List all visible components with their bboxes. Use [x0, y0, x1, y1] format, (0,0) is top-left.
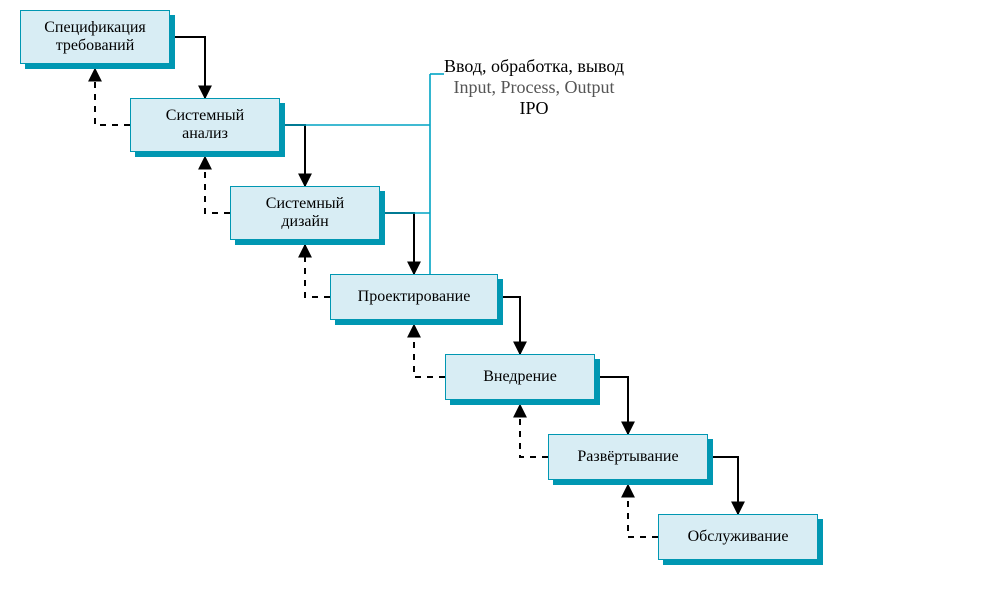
node-deploy: Развёртывание — [548, 434, 708, 480]
node-label: Спецификация требований — [44, 19, 146, 56]
node-label: Системный дизайн — [266, 195, 344, 232]
edge — [170, 37, 205, 98]
node-face: Проектирование — [330, 274, 498, 320]
node-analysis: Системный анализ — [130, 98, 280, 152]
annotation-line: Ввод, обработка, вывод — [444, 56, 624, 77]
annotation-line: Input, Process, Output — [444, 77, 624, 98]
edge — [414, 325, 445, 377]
node-label: Системный анализ — [166, 107, 244, 144]
node-project: Проектирование — [330, 274, 498, 320]
edge — [305, 245, 330, 297]
node-spec: Спецификация требований — [20, 10, 170, 64]
edge — [380, 213, 414, 274]
node-face: Обслуживание — [658, 514, 818, 560]
edge — [520, 405, 548, 457]
node-face: Внедрение — [445, 354, 595, 400]
node-face: Системный анализ — [130, 98, 280, 152]
node-face: Развёртывание — [548, 434, 708, 480]
edge — [205, 157, 230, 213]
node-face: Системный дизайн — [230, 186, 380, 240]
node-maint: Обслуживание — [658, 514, 818, 560]
node-face: Спецификация требований — [20, 10, 170, 64]
node-label: Развёртывание — [577, 448, 678, 466]
edge — [628, 485, 658, 537]
node-label: Проектирование — [358, 288, 471, 306]
node-label: Обслуживание — [688, 528, 789, 546]
edge — [95, 69, 130, 125]
diagram-canvas: Спецификация требований Системный анализ С… — [0, 0, 984, 597]
node-design: Системный дизайн — [230, 186, 380, 240]
annotation-line: IPO — [444, 98, 624, 119]
ipo-annotation: Ввод, обработка, выводInput, Process, Ou… — [444, 56, 624, 119]
node-label: Внедрение — [483, 368, 557, 386]
node-impl: Внедрение — [445, 354, 595, 400]
